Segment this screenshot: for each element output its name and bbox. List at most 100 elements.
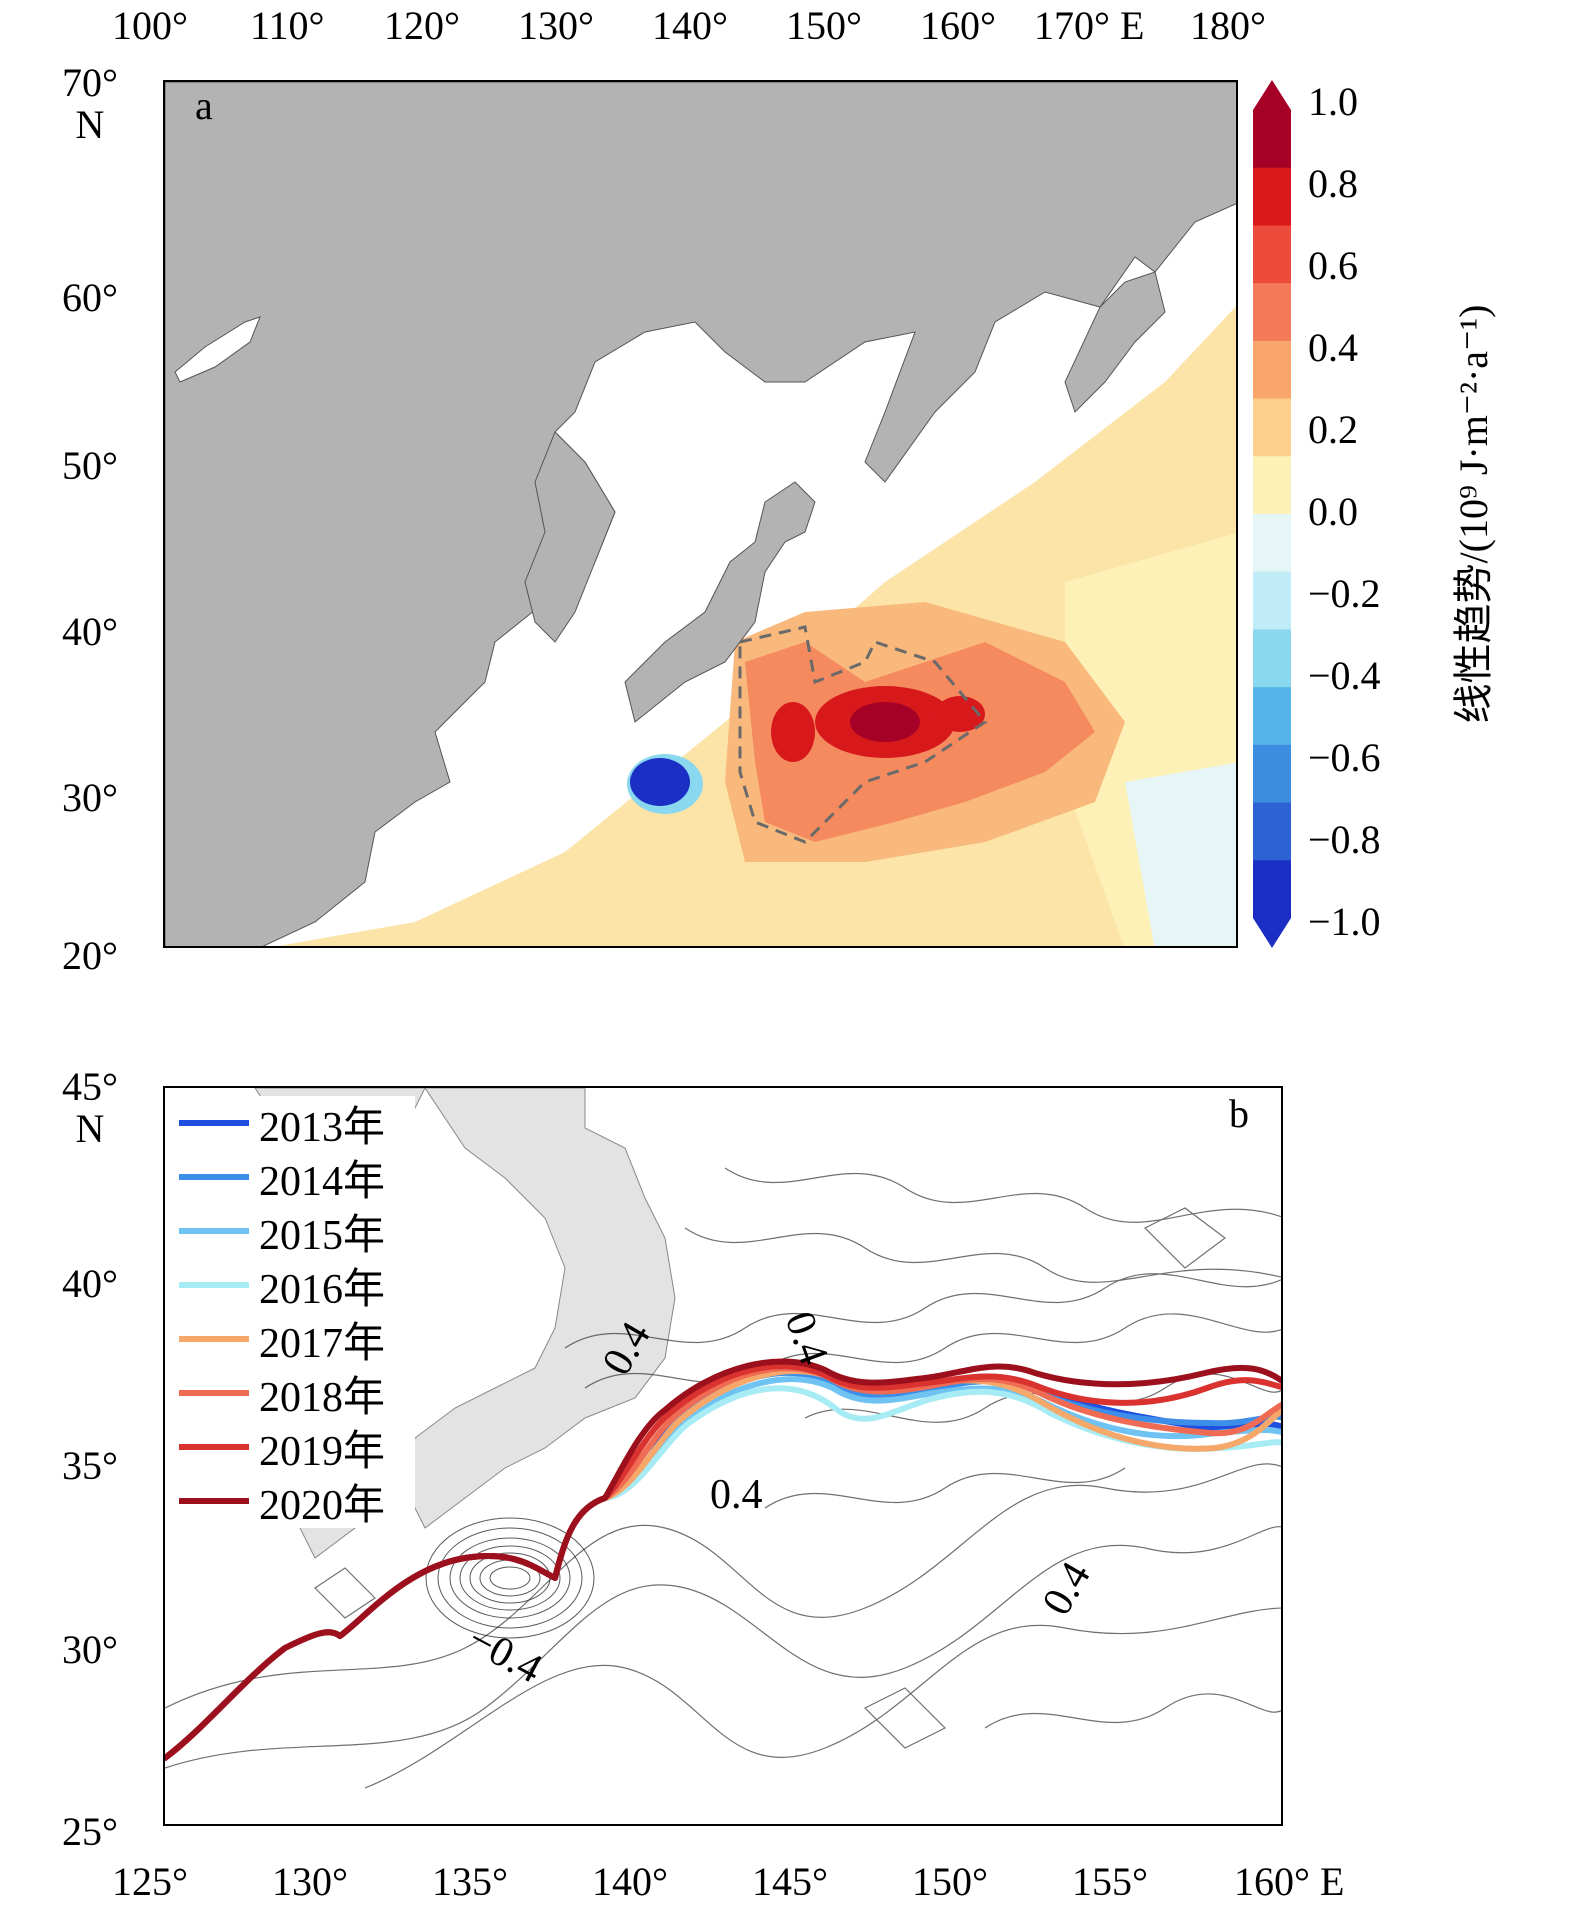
cb-tick-neg0.6: −0.6 [1308, 735, 1381, 780]
cb-tick-neg1.0: −1.0 [1308, 899, 1381, 944]
warming-max-center [771, 702, 815, 762]
legend-label: 2015年 [259, 1212, 386, 1259]
legend-item: 2018年 [175, 1366, 415, 1421]
tick-lon-180: 180° [1190, 3, 1266, 48]
cb-tick-neg0.2: −0.2 [1308, 571, 1381, 616]
tick-lon-110: 110° [250, 3, 325, 48]
tick-lon-100: 100° [112, 3, 188, 48]
tick-lat-60: 60° [62, 275, 118, 320]
tick-lat-70N: 70° N [62, 60, 118, 147]
colorbar-bottom-arrow [1253, 918, 1291, 948]
legend-swatch [179, 1498, 249, 1504]
tick-lat-30: 30° [62, 775, 118, 820]
land-asia [165, 82, 1236, 946]
colorbar-segment [1253, 687, 1291, 746]
legend-swatch [179, 1444, 249, 1450]
contour-label-0.4-c: 0.4 [710, 1472, 763, 1518]
lake-baikal [174, 316, 261, 383]
legend-item: 2013年 [175, 1096, 415, 1151]
kuroshio-path-2020年 [165, 1358, 1281, 1761]
cb-tick-neg0.4: −0.4 [1308, 653, 1381, 698]
warming-max-east-core [850, 702, 920, 742]
colorbar-segment [1253, 629, 1291, 688]
colorbar-segment [1253, 860, 1291, 919]
colorbar-segment [1253, 514, 1291, 573]
legend-label: 2016年 [259, 1266, 386, 1313]
trend-map-svg [165, 82, 1236, 946]
land-kamchatka [1064, 271, 1166, 413]
legend-label: 2019年 [259, 1428, 386, 1475]
legend-label: 2013年 [259, 1104, 386, 1151]
ocean-trend-field-cool [1125, 762, 1236, 946]
panel-b-label: b [1229, 1091, 1249, 1136]
tick-lon-155-b: 155° [1072, 1859, 1148, 1904]
cb-tick-0.0: 0.0 [1308, 489, 1358, 534]
cb-tick-1.0: 1.0 [1308, 79, 1358, 124]
contour-label-neg0.4: −0.4 [460, 1616, 549, 1692]
legend-swatch [179, 1228, 249, 1234]
land-japan [624, 481, 816, 723]
tick-lon-140-b: 140° [592, 1859, 668, 1904]
legend-swatch [179, 1336, 249, 1342]
significance-contour [738, 625, 988, 844]
tick-lon-170E: 170° E [1034, 3, 1145, 48]
colorbar-top-arrow [1253, 80, 1291, 110]
tick-lat-30-b: 30° [62, 1627, 118, 1672]
tick-lon-150-b: 150° [912, 1859, 988, 1904]
legend-item: 2016年 [175, 1258, 415, 1313]
legend-item: 2015年 [175, 1204, 415, 1259]
cb-tick-0.4: 0.4 [1308, 325, 1358, 370]
colorbar-segment [1253, 283, 1291, 342]
tick-lon-150: 150° [786, 3, 862, 48]
tick-lon-135-b: 135° [432, 1859, 508, 1904]
legend-swatch [179, 1174, 249, 1180]
tick-lon-145-b: 145° [752, 1859, 828, 1904]
tick-lat-50: 50° [62, 443, 118, 488]
tick-lon-160E-b: 160° E [1234, 1859, 1345, 1904]
tick-lon-130: 130° [518, 3, 594, 48]
colorbar-segment [1253, 340, 1291, 400]
colorbar-segment [1253, 456, 1291, 515]
panel-a-label: a [195, 83, 213, 128]
land-japan-b [404, 1088, 676, 1529]
colorbar [1253, 80, 1291, 948]
tick-lat-40: 40° [62, 609, 118, 654]
colorbar-segment [1253, 167, 1291, 226]
trend-map-panel-a: a [163, 80, 1238, 948]
tick-lat-20: 20° [62, 933, 118, 978]
legend-item: 2014年 [175, 1150, 415, 1205]
legend-label: 2018年 [259, 1374, 386, 1421]
legend-item: 2017年 [175, 1312, 415, 1367]
tick-lon-140: 140° [652, 3, 728, 48]
colorbar-segment [1253, 225, 1291, 284]
legend-label: 2017年 [259, 1320, 386, 1367]
land-korea [524, 431, 616, 643]
tick-lat-25-b: 25° [62, 1809, 118, 1854]
legend-item: 2020年 [175, 1474, 415, 1529]
colorbar-segment [1253, 802, 1291, 861]
colorbar-segment [1253, 744, 1291, 804]
contour-label-0.4-d: 0.4 [1034, 1555, 1100, 1623]
cb-tick-neg0.8: −0.8 [1308, 817, 1381, 862]
tick-lon-120: 120° [384, 3, 460, 48]
tick-lat-45N: 45° N [62, 1064, 118, 1151]
legend-swatch [179, 1282, 249, 1288]
legend-item: 2019年 [175, 1420, 415, 1475]
cb-tick-0.6: 0.6 [1308, 243, 1358, 288]
cb-tick-0.8: 0.8 [1308, 161, 1358, 206]
cb-tick-0.2: 0.2 [1308, 407, 1358, 452]
tick-lon-130-b: 130° [272, 1859, 348, 1904]
tick-lon-125: 125° [112, 1859, 188, 1904]
colorbar-title: 线性趋势/(10⁹ J·m⁻²·a⁻¹) [1451, 304, 1496, 724]
tick-lon-160: 160° [920, 3, 996, 48]
legend-label: 2020年 [259, 1482, 386, 1529]
legend-swatch [179, 1390, 249, 1396]
legend-swatch [179, 1120, 249, 1126]
warming-max-far [935, 696, 985, 732]
cooling-spot [630, 758, 690, 806]
kuroshio-paths [165, 1358, 1281, 1761]
colorbar-segment [1253, 398, 1291, 457]
tick-lat-35-b: 35° [62, 1443, 118, 1488]
year-legend: 2013年 2014年 2015年 2016年 2017年 2018年 2019年 2020年 [175, 1096, 415, 1529]
negative-contour-bundle [425, 1517, 595, 1639]
